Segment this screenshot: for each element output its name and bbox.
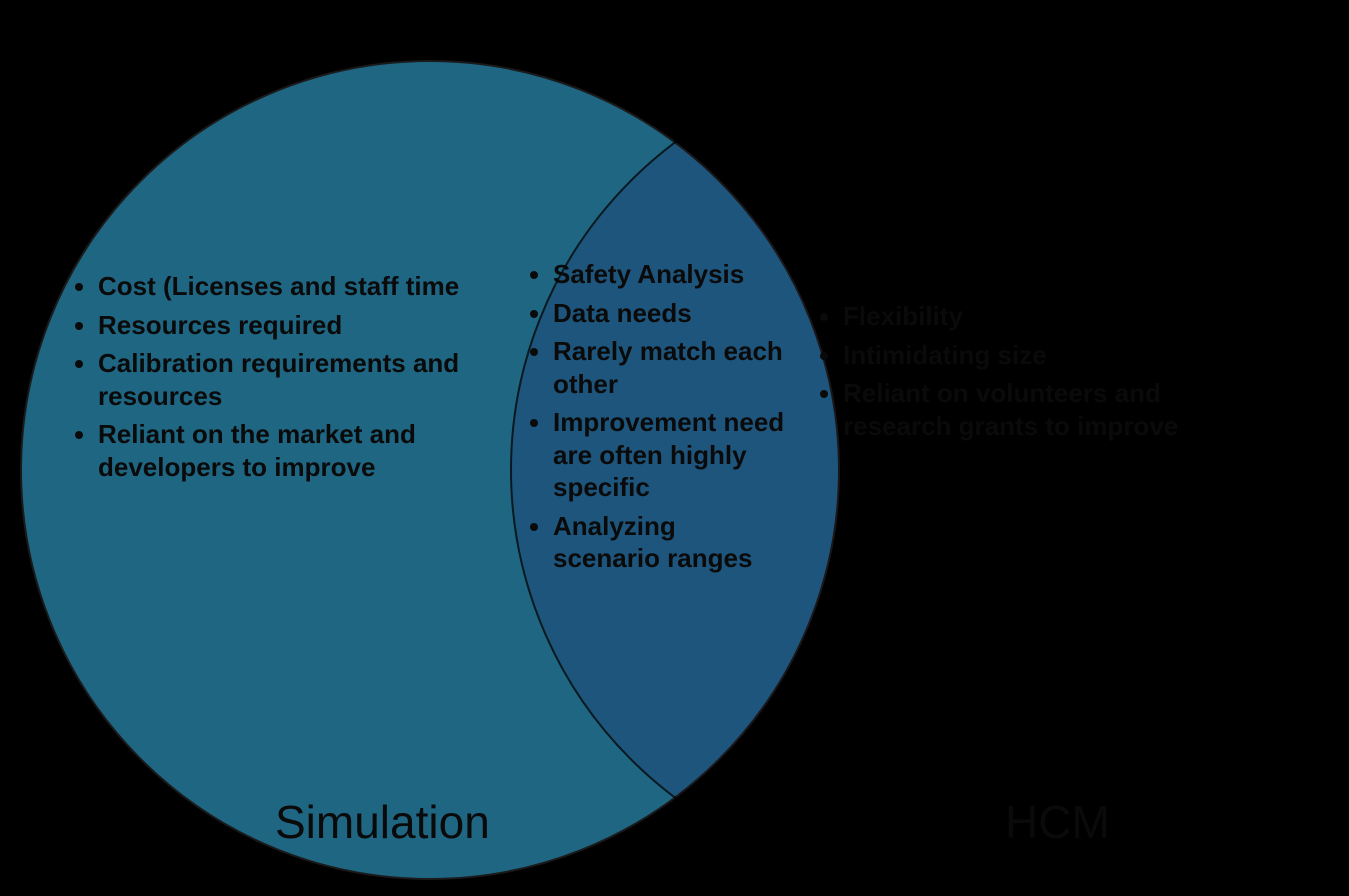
hcm-only-list: Flexibility Intimidating size Reliant on… [815, 300, 1245, 448]
list-item: Reliant on volunteers and research grant… [843, 377, 1245, 442]
list-item: Rarely match each other [553, 335, 785, 400]
list-item: Flexibility [843, 300, 1245, 333]
list-item: Data needs [553, 297, 785, 330]
venn-diagram: Cost (Licenses and staff time Resources … [0, 0, 1349, 896]
list-item: Calibration requirements and resources [98, 347, 490, 412]
label-hcm: HCM [1005, 795, 1110, 849]
list-item: Cost (Licenses and staff time [98, 270, 490, 303]
list-item: Intimidating size [843, 339, 1245, 372]
list-item: Reliant on the market and developers to … [98, 418, 490, 483]
list-item: Analyzing scenario ranges [553, 510, 785, 575]
list-item: Improvement need are often highly specif… [553, 406, 785, 504]
list-item: Resources required [98, 309, 490, 342]
list-item: Safety Analysis [553, 258, 785, 291]
label-simulation: Simulation [275, 795, 490, 849]
simulation-only-list: Cost (Licenses and staff time Resources … [70, 270, 490, 489]
overlap-list: Safety Analysis Data needs Rarely match … [525, 258, 785, 581]
